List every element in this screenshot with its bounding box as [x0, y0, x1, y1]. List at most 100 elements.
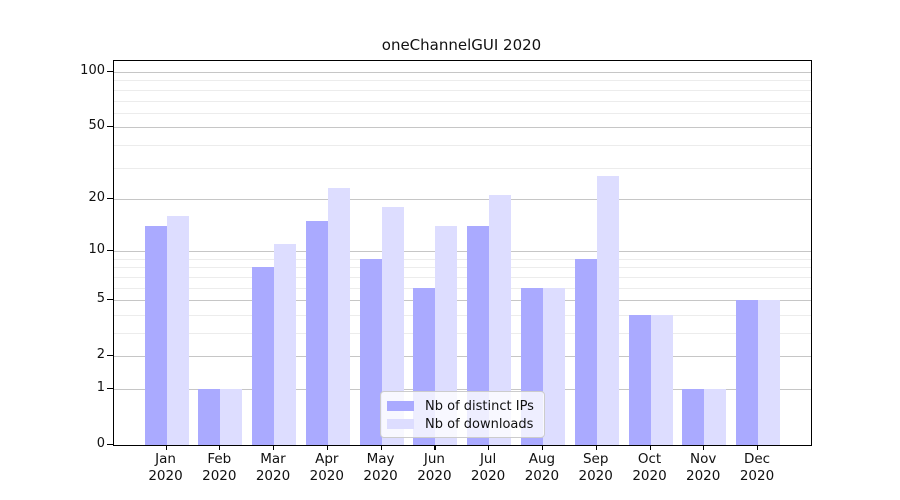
- chart-title: oneChannelGUI 2020: [381, 36, 542, 54]
- gridline-major: [114, 198, 811, 200]
- x-tick: [488, 445, 490, 450]
- bar-downloads: [381, 207, 404, 445]
- legend-swatch-distinct-ips: [387, 401, 414, 411]
- y-tick-label: 1: [96, 380, 105, 395]
- gridline-minor: [114, 100, 811, 102]
- y-tick: [107, 355, 113, 357]
- y-tick: [107, 299, 113, 301]
- x-tick-label: Jan 2020: [138, 451, 194, 485]
- bar-distinct-ips: [198, 389, 221, 445]
- bar-distinct-ips: [574, 258, 597, 445]
- bar-downloads: [489, 195, 512, 445]
- x-tick: [273, 445, 275, 450]
- x-tick: [595, 445, 597, 450]
- gridline-minor: [114, 167, 811, 169]
- y-tick-label: 5: [96, 291, 105, 307]
- y-tick: [107, 197, 113, 200]
- y-tick-label: 50: [88, 118, 105, 134]
- x-tick-label: Apr 2020: [299, 451, 355, 485]
- bar-distinct-ips: [736, 300, 758, 445]
- x-tick-label-line: 2020: [686, 468, 721, 484]
- gridline-minor: [114, 80, 811, 82]
- x-tick-label-line: Sep: [582, 451, 609, 467]
- x-tick-label-line: 2020: [255, 468, 291, 484]
- gridline-minor: [114, 267, 811, 269]
- bar-distinct-ips: [305, 220, 328, 445]
- x-tick-label-line: 2020: [202, 468, 237, 484]
- legend-label: Nb of downloads: [425, 416, 534, 432]
- x-tick: [434, 445, 436, 450]
- x-tick-label: Nov 2020: [675, 451, 731, 485]
- legend-row: Nb of downloads: [387, 415, 536, 433]
- x-tick-label-line: Feb: [207, 451, 232, 467]
- y-tick-label: 10: [88, 242, 105, 258]
- bar-distinct-ips: [252, 267, 274, 445]
- bar-downloads: [650, 314, 673, 445]
- x-tick: [541, 445, 544, 450]
- gridline-major: [114, 72, 811, 73]
- y-tick: [107, 126, 113, 128]
- x-tick: [757, 445, 759, 450]
- x-tick-label-line: 2020: [417, 468, 452, 484]
- bar-distinct-ips: [359, 258, 382, 445]
- x-tick: [165, 445, 167, 450]
- bar-distinct-ips: [682, 389, 705, 445]
- x-tick-label-line: 2020: [739, 468, 775, 484]
- x-tick-label: May 2020: [353, 451, 409, 485]
- bar-downloads: [542, 287, 565, 445]
- x-tick-label-line: 2020: [632, 468, 667, 484]
- x-tick-label-line: 2020: [470, 468, 506, 484]
- bar-downloads: [758, 300, 780, 445]
- x-tick: [649, 445, 651, 450]
- legend-swatch-downloads: [387, 419, 414, 429]
- gridline-major: [114, 300, 811, 302]
- x-tick: [219, 445, 221, 450]
- plot-area: [113, 60, 812, 446]
- x-tick-label: Jun 2020: [406, 451, 462, 485]
- bar-downloads: [596, 175, 619, 445]
- y-tick-label: 20: [88, 189, 105, 205]
- bar-downloads: [435, 226, 458, 445]
- legend-row: Nb of distinct IPs: [387, 397, 536, 415]
- bar-downloads: [166, 216, 189, 445]
- x-tick-label-line: May: [366, 451, 395, 467]
- x-tick-label-line: Jan: [155, 451, 176, 467]
- x-tick-label: Sep 2020: [568, 451, 624, 485]
- bar-distinct-ips: [144, 226, 167, 445]
- x-tick-label-line: 2020: [363, 468, 398, 484]
- gridline-major: [114, 251, 811, 253]
- bar-distinct-ips: [628, 314, 651, 445]
- y-tick-label: 2: [96, 347, 105, 363]
- x-tick-label-line: Jun: [423, 451, 445, 467]
- x-tick-label-line: Oct: [637, 451, 662, 467]
- x-tick-label-line: Aug: [528, 451, 556, 467]
- gridline-minor: [114, 258, 811, 260]
- x-tick: [703, 445, 705, 450]
- x-tick: [380, 445, 382, 450]
- y-tick: [107, 444, 113, 446]
- x-tick: [326, 445, 328, 450]
- gridline-minor: [114, 89, 811, 91]
- gridline-major: [114, 356, 811, 358]
- y-tick: [107, 71, 113, 73]
- x-tick-label-line: Nov: [690, 451, 717, 467]
- x-tick-label: Aug 2020: [514, 451, 570, 485]
- bar-downloads: [274, 244, 296, 445]
- bar-downloads: [220, 389, 243, 445]
- y-tick-label: 0: [96, 436, 105, 451]
- gridline-minor: [114, 112, 811, 114]
- legend-label: Nb of distinct IPs: [425, 398, 534, 414]
- bar-downloads: [704, 389, 727, 445]
- gridline-minor: [114, 314, 811, 316]
- gridline-minor: [114, 144, 811, 146]
- gridline-minor: [114, 276, 811, 278]
- bar-downloads: [327, 188, 350, 445]
- x-tick-label-line: Jul: [479, 451, 497, 467]
- x-tick-label-line: Apr: [315, 451, 339, 467]
- gridline-minor: [114, 287, 811, 289]
- x-tick-label-line: 2020: [578, 468, 613, 484]
- x-tick-label: Jul 2020: [460, 451, 516, 485]
- y-tick: [107, 388, 113, 390]
- bar-distinct-ips: [467, 226, 490, 445]
- x-tick-label-line: Dec: [743, 451, 771, 467]
